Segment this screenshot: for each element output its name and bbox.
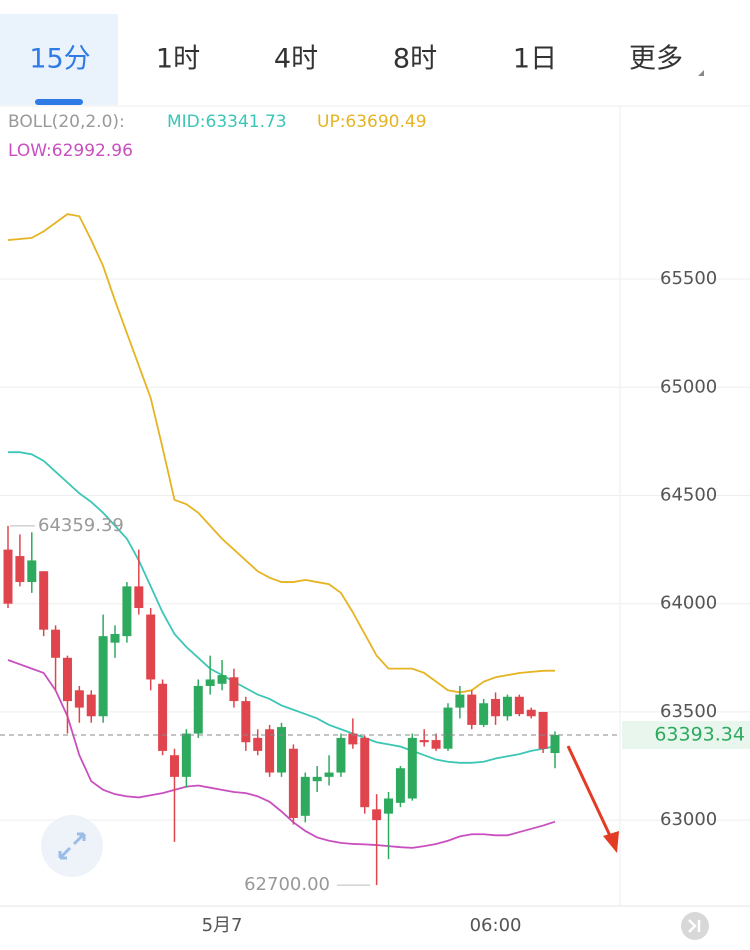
candle-body <box>122 586 132 637</box>
boll-line <box>8 451 556 764</box>
candle-body <box>62 657 72 702</box>
candle-body <box>360 737 370 808</box>
legend-entry: MID:63341.73 <box>167 112 287 132</box>
active-tab-bg <box>0 14 118 105</box>
candle-body <box>491 698 501 717</box>
candle-body <box>3 549 13 604</box>
y-tick-label: 65000 <box>660 376 717 397</box>
legend-entry: LOW:62992.96 <box>8 141 133 161</box>
candle-body <box>538 711 548 749</box>
candle-body <box>550 735 560 754</box>
candle-body <box>395 768 405 803</box>
tab[interactable]: 8时 <box>393 44 437 75</box>
candle-body <box>431 740 441 749</box>
candle-body <box>241 701 251 743</box>
candle-body <box>372 809 382 821</box>
tab[interactable]: 1时 <box>156 44 200 75</box>
y-tick-label: 65500 <box>660 268 717 289</box>
candle-body <box>514 696 524 715</box>
active-tab-indicator <box>35 99 83 105</box>
candle-body <box>288 748 298 818</box>
max-label: 64359.39 <box>38 515 124 536</box>
scroll-end-icon <box>688 919 701 933</box>
candle-body <box>110 634 120 643</box>
candle-body <box>74 690 84 708</box>
candle-body <box>312 776 322 782</box>
candle-body <box>51 629 61 658</box>
expand-icon <box>58 832 86 860</box>
y-tick-label: 63000 <box>660 809 717 830</box>
candle-body <box>419 740 429 743</box>
candle-body <box>526 709 536 717</box>
price-label: 63393.34 <box>654 724 745 746</box>
candle-body <box>205 679 215 686</box>
candle-body <box>443 707 453 749</box>
candle-body <box>134 586 144 609</box>
x-tick-label: 5月7 <box>202 915 243 936</box>
price-box <box>622 721 750 750</box>
candle-body <box>98 636 108 717</box>
expand-button[interactable] <box>41 815 103 877</box>
legend-entry: UP:63690.49 <box>317 112 427 132</box>
boll-line <box>7 659 556 849</box>
x-tick-label: 06:00 <box>470 915 522 936</box>
candle-body <box>300 776 310 816</box>
candle-body <box>384 798 394 814</box>
candle-body <box>265 729 275 773</box>
candle-body <box>193 685 203 734</box>
boll-line <box>7 213 556 694</box>
tab[interactable]: 4时 <box>274 44 318 75</box>
candle-body <box>86 694 96 717</box>
candle-body <box>146 614 156 680</box>
chart: MID:63341.73 UP:63690.49 LOW:62992.96 63000… <box>0 112 750 936</box>
y-tick-label: 64500 <box>660 484 717 505</box>
candle-body <box>229 677 239 702</box>
tab-bar <box>0 0 750 105</box>
candle-body <box>502 696 512 717</box>
candle-body <box>169 755 179 777</box>
candle-body <box>479 703 489 725</box>
candle-body <box>277 727 286 773</box>
candle-body <box>336 737 346 773</box>
candle-body <box>217 675 227 684</box>
y-tick-label: 63500 <box>660 701 717 722</box>
tab[interactable]: 15分 <box>29 44 90 75</box>
candle-body <box>407 737 417 799</box>
tab[interactable]: 更多 <box>629 44 683 75</box>
candle-body <box>181 733 191 777</box>
arrow <box>566 745 614 841</box>
min-label: 62700.00 <box>244 874 330 895</box>
candle-body <box>348 733 358 745</box>
y-tick-label: 64000 <box>660 593 717 614</box>
candle-body <box>253 737 263 751</box>
candle-body <box>324 772 334 777</box>
candle-body <box>467 694 477 725</box>
candle-body <box>15 556 25 583</box>
tab[interactable]: 1日 <box>513 44 557 75</box>
candle-body <box>455 694 465 708</box>
more-caret <box>698 70 704 76</box>
candle-body <box>39 571 49 630</box>
arrow-head <box>603 831 619 853</box>
indicator-label: BOLL(20,2.0): <box>8 112 125 132</box>
candle-body <box>158 683 168 751</box>
candle-body <box>27 560 37 583</box>
